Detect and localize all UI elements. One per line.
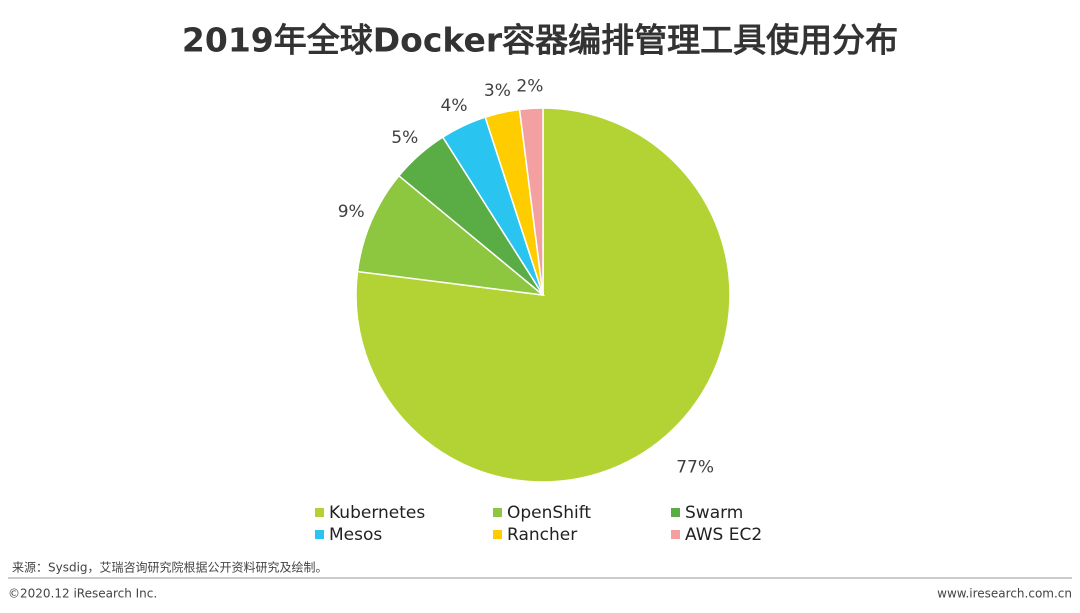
legend-swatch [671, 530, 680, 539]
legend-swatch [493, 530, 502, 539]
legend-swatch [671, 508, 680, 517]
pie: 77% 9% 5% 4% 3% 2% [338, 76, 731, 483]
copyright: ©2020.12 iResearch Inc. [8, 587, 157, 601]
slice-label: 9% [338, 202, 365, 222]
legend-swatch [315, 530, 324, 539]
slice-label: 77% [676, 458, 714, 478]
legend-swatch [315, 508, 324, 517]
pie-slice [356, 174, 546, 297]
website: www.iresearch.com.cn [937, 587, 1072, 601]
legend-label: Kubernetes [329, 503, 425, 523]
chart-title: 2019年全球Docker容器编排管理工具使用分布 [182, 21, 898, 60]
slice-label: 5% [391, 128, 418, 148]
legend-label: Mesos [329, 525, 382, 545]
slice-label: 2% [516, 76, 543, 96]
slice-label: 4% [441, 96, 468, 116]
legend-swatch [493, 508, 502, 517]
pie-slice [518, 107, 544, 296]
legend-label: AWS EC2 [685, 525, 762, 545]
legend: Kubernetes OpenShift Swarm Mesos Rancher AWS … [315, 503, 762, 545]
source-note: 来源：Sysdig，艾瑞咨询研究院根据公开资料研究及绘制。 [12, 560, 328, 575]
slice-label: 3% [484, 81, 511, 101]
legend-label: OpenShift [507, 503, 591, 523]
legend-label: Rancher [507, 525, 577, 545]
legend-label: Swarm [685, 503, 743, 523]
